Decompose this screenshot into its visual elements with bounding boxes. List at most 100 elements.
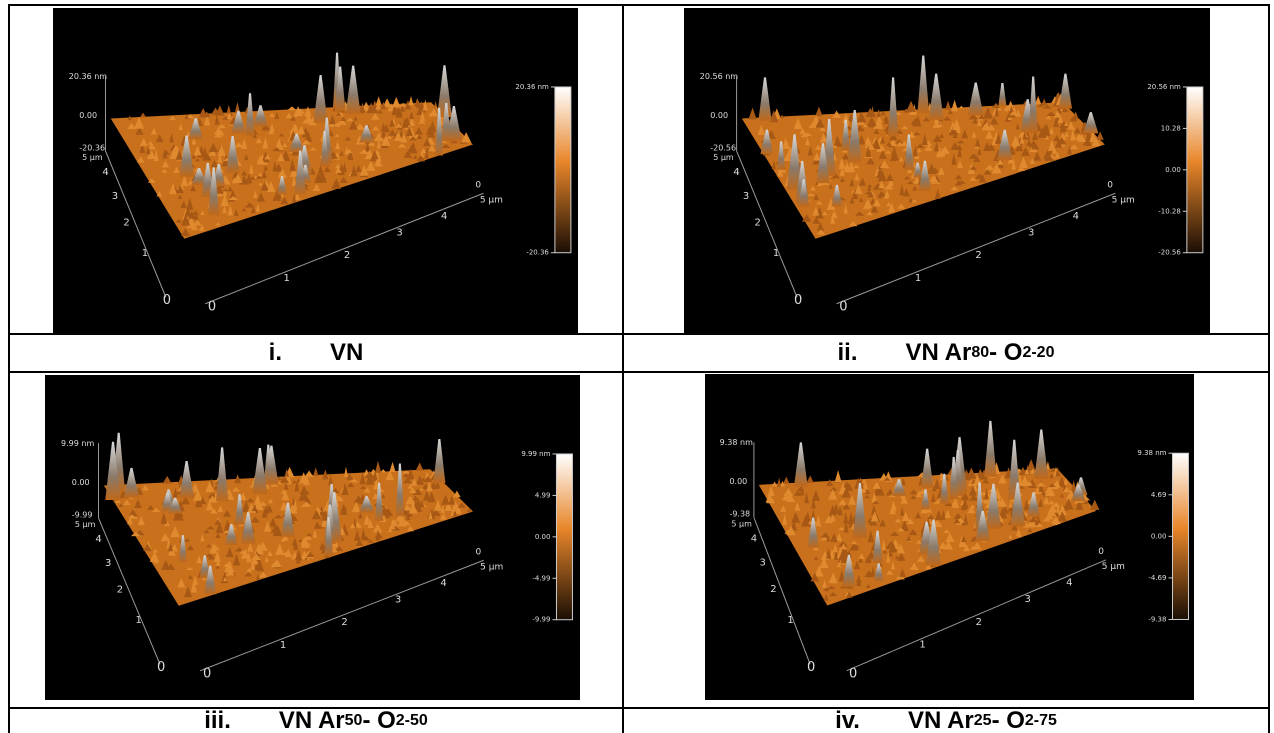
bump [821, 211, 828, 216]
bump [865, 555, 870, 564]
x-tick-label: 5 µm [1102, 562, 1125, 572]
bump [281, 489, 290, 501]
bump [939, 133, 945, 139]
bump [836, 563, 843, 568]
bump [340, 116, 347, 121]
bump [828, 184, 833, 189]
colorbar [554, 86, 572, 254]
bump [793, 117, 803, 130]
bump [886, 201, 891, 207]
bump [906, 518, 914, 525]
bump [127, 514, 136, 518]
bump [957, 146, 962, 157]
x-tick-label: 3 [395, 594, 401, 605]
z-axis-label: 0.00 [710, 111, 728, 120]
bump [205, 480, 215, 493]
bump [963, 544, 970, 552]
colorbar-label: 0.00 [1165, 166, 1181, 174]
bump [201, 153, 212, 161]
bump [1016, 530, 1022, 538]
spike [891, 479, 907, 497]
afm-image: 9.38 nm 0.00 -9.38 5 µm 4 3 2 1 0 0 1 2 3 4 5 µm 0 9.38 … [705, 374, 1194, 700]
bump [784, 140, 790, 149]
bump [950, 186, 959, 191]
x-tick-label: 3 [1028, 227, 1034, 238]
caption: ii. VN Ar 80- O 2-20 [624, 335, 1268, 371]
bump [1030, 468, 1036, 474]
bump [335, 495, 344, 502]
bump [894, 518, 902, 523]
spike [904, 134, 913, 170]
colorbar-label: -4.99 [532, 574, 550, 582]
bump [226, 109, 232, 120]
bump [371, 125, 380, 131]
bump [1009, 111, 1017, 116]
x-tick-label: 1 [280, 640, 286, 651]
bump [269, 517, 277, 526]
bump [1042, 517, 1051, 522]
bump [856, 111, 867, 123]
bump [414, 127, 424, 135]
x-tick-label: 0 [839, 300, 847, 315]
bump [215, 222, 221, 226]
x-tick-label: 3 [396, 227, 402, 238]
bump [952, 132, 958, 138]
bump [1048, 473, 1055, 479]
bump [263, 164, 268, 171]
bump [842, 112, 850, 124]
bump [974, 173, 985, 179]
bump [222, 188, 228, 192]
bump [1024, 468, 1030, 475]
bump [305, 533, 313, 540]
bump [937, 166, 945, 175]
bump [914, 514, 922, 519]
bump [794, 501, 801, 511]
bump [355, 537, 364, 547]
x-tick-label: 2 [975, 250, 981, 261]
bump [884, 183, 894, 190]
bump [812, 206, 820, 216]
bump [814, 144, 822, 150]
table-border [8, 707, 1270, 709]
spike [374, 482, 384, 522]
x-tick-label: 1 [283, 273, 289, 284]
bump [393, 131, 403, 141]
bump [372, 109, 379, 114]
bump [229, 189, 237, 199]
bump [275, 543, 285, 555]
bump [239, 492, 247, 501]
bump [322, 469, 329, 480]
table-border [8, 4, 10, 733]
bump [196, 555, 202, 564]
bump [215, 532, 221, 538]
spike [1058, 73, 1073, 109]
bump [858, 177, 867, 186]
bump [1067, 146, 1072, 155]
bump [867, 183, 873, 188]
x-tick-label: 1 [919, 640, 925, 651]
bump [244, 572, 253, 577]
bump [423, 138, 431, 147]
bump [1029, 158, 1036, 164]
bump [297, 125, 306, 135]
bump [917, 147, 922, 153]
bump [886, 551, 891, 563]
y-tick-label: 0 [157, 660, 165, 675]
bump [781, 494, 791, 501]
afm-image: 9.99 nm 0.00 -9.99 5 µm 4 3 2 1 0 0 1 2 3 4 5 µm 0 9.99 … [45, 375, 580, 700]
bump [287, 106, 297, 111]
bump [1029, 140, 1039, 148]
spike [215, 447, 229, 502]
bump [953, 512, 963, 520]
bump [1015, 141, 1024, 152]
bump [885, 142, 893, 146]
bump [434, 499, 442, 511]
bump [316, 525, 325, 529]
bump [298, 538, 303, 542]
bump [998, 474, 1007, 484]
y-tick-label: 2 [123, 218, 129, 229]
bump [311, 509, 322, 520]
bump [374, 132, 384, 142]
bump [170, 526, 181, 538]
